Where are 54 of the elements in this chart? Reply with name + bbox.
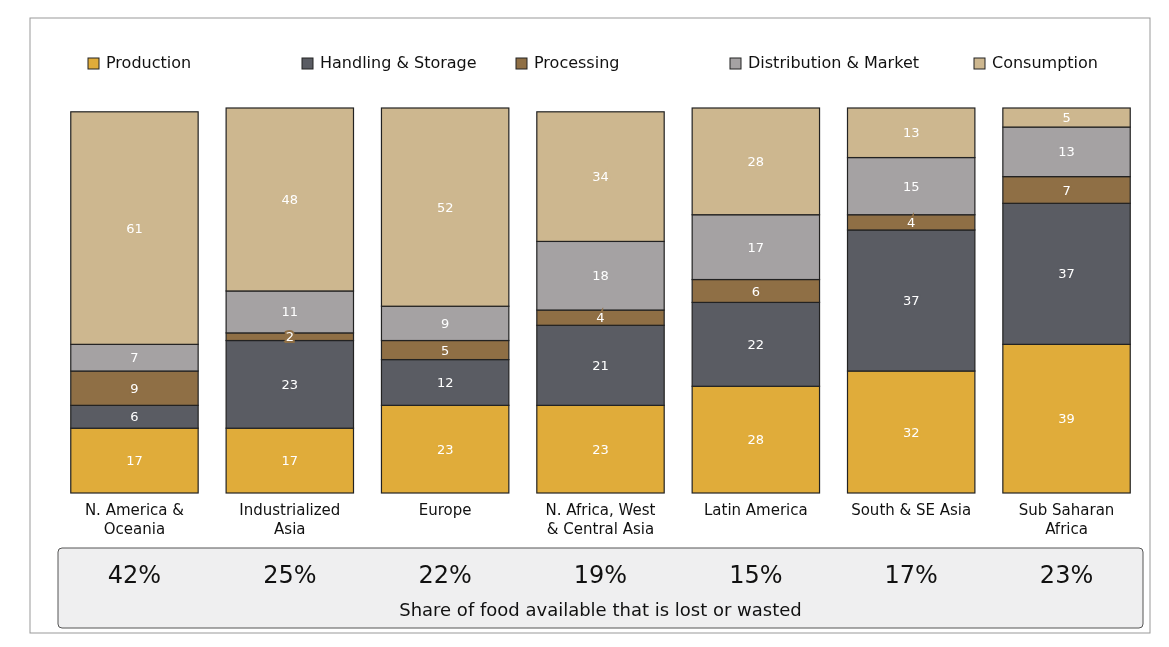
x-tick-label: Industrialized Asia (239, 501, 341, 538)
text: 25% (263, 561, 317, 589)
data-label: 48 (281, 192, 299, 208)
data-label: 23 (592, 441, 609, 457)
data-label: 52 (436, 199, 454, 215)
data-label: 37 (1058, 266, 1075, 282)
data-label: 28 (747, 432, 765, 448)
x-tick-label: South & SE Asia (851, 501, 972, 519)
data-label: 6 (751, 283, 760, 299)
data-label: 18 (592, 268, 609, 284)
x-tick-label: Sub Saharan Africa (1018, 501, 1115, 538)
data-label: 37 (902, 293, 920, 309)
data-label: 15 (902, 178, 920, 194)
text: 42% (107, 561, 162, 589)
data-label: 5 (441, 342, 450, 358)
data-label: 13 (902, 125, 920, 141)
data-label: 17 (126, 453, 143, 469)
text: 19% (573, 561, 628, 589)
x-tick-label: N. America & Oceania (84, 501, 185, 538)
legend-label: Consumption (992, 53, 1098, 72)
text: 15% (729, 561, 783, 589)
data-label: 6 (130, 409, 139, 425)
data-label: 9 (130, 380, 139, 396)
legend-label: Production (106, 53, 192, 72)
data-label: 32 (902, 424, 920, 440)
data-label: 11 (281, 304, 299, 320)
text: 22% (418, 561, 472, 589)
x-tick-label: Europe (418, 501, 472, 519)
legend-label: Distribution & Market (748, 53, 919, 72)
data-label: 9 (441, 315, 450, 331)
x-tick-label: N. Africa, West & Central Asia (545, 501, 656, 538)
data-label: 23 (281, 376, 299, 392)
x-tick-label: Latin America (703, 501, 808, 519)
text: Share of food available that is lost or wasted (399, 599, 802, 620)
data-label: 12 (436, 375, 454, 391)
data-label: 17 (747, 239, 765, 255)
data-label: 7 (1062, 182, 1071, 198)
legend-label: Handling & Storage (320, 53, 477, 72)
data-label: 4 (596, 310, 605, 326)
data-label: 17 (281, 453, 299, 469)
legend-label: Processing (534, 53, 620, 72)
data-label: 39 (1058, 411, 1075, 427)
text: 23% (1039, 561, 1094, 589)
data-label: 34 (592, 169, 609, 185)
data-label: 5 (1062, 110, 1071, 126)
data-label: 7 (130, 350, 139, 366)
data-label: 28 (747, 153, 765, 169)
data-label: 21 (592, 357, 609, 373)
data-label: 4 (907, 214, 916, 230)
data-label: 13 (1058, 144, 1075, 160)
data-label: 22 (747, 336, 765, 352)
data-label: 61 (126, 220, 143, 236)
data-label: 23 (436, 441, 454, 457)
text: 17% (884, 561, 938, 589)
